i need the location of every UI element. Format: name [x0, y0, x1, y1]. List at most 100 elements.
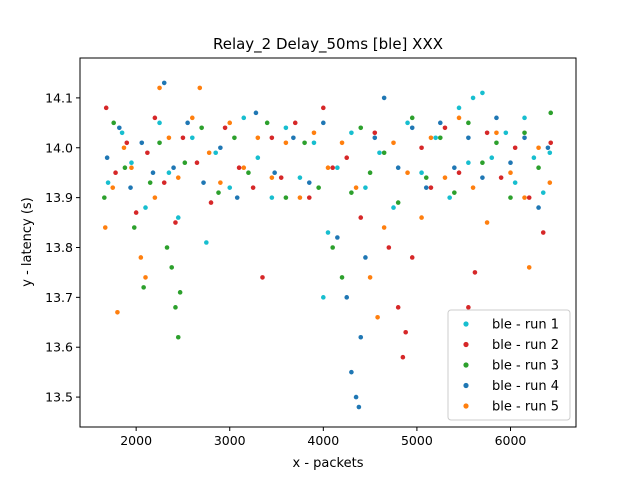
x-tick-label: 5000	[401, 433, 433, 448]
data-point	[216, 190, 221, 195]
data-point	[297, 195, 303, 200]
data-point	[291, 135, 296, 141]
series-run-1	[105, 90, 553, 300]
data-point	[358, 125, 364, 131]
data-point	[339, 275, 345, 280]
data-point	[466, 305, 471, 310]
data-point	[545, 145, 551, 151]
data-point	[260, 275, 265, 280]
data-point	[405, 120, 410, 126]
data-point	[442, 175, 448, 180]
data-point	[363, 185, 368, 190]
data-point	[185, 120, 190, 126]
data-point	[522, 195, 527, 200]
data-point	[325, 165, 331, 170]
series-run-5	[102, 85, 553, 320]
x-tick-label: 6000	[495, 433, 527, 448]
legend-marker-run-1	[463, 321, 469, 327]
data-point	[150, 170, 156, 175]
data-point	[222, 125, 228, 131]
data-point	[423, 175, 429, 180]
y-tick-label: 13.8	[45, 240, 73, 255]
data-point	[292, 120, 298, 126]
x-axis-label: x - packets	[293, 456, 364, 471]
data-point	[447, 195, 452, 200]
data-point	[522, 115, 527, 121]
data-point	[199, 125, 204, 131]
data-point	[372, 130, 378, 136]
data-point	[145, 150, 150, 156]
data-point	[363, 255, 368, 260]
legend-label-run-1: ble - run 1	[492, 318, 559, 333]
data-point	[325, 230, 331, 235]
data-point	[508, 170, 513, 175]
data-point	[164, 245, 170, 250]
data-point	[489, 155, 495, 161]
data-point	[349, 369, 354, 375]
data-point	[536, 205, 541, 210]
data-point	[105, 180, 111, 185]
data-point	[484, 220, 490, 225]
data-point	[367, 275, 373, 280]
data-point	[283, 140, 289, 146]
data-point	[122, 165, 128, 170]
data-point	[321, 105, 326, 111]
data-point	[335, 165, 340, 170]
legend-marker-run-2	[463, 341, 469, 348]
data-point	[358, 215, 364, 220]
data-point	[241, 115, 247, 121]
data-point	[253, 110, 259, 116]
x-tick-label: 2000	[120, 433, 152, 448]
data-point	[409, 255, 415, 260]
data-point	[173, 305, 178, 310]
data-point	[494, 130, 499, 136]
data-point	[311, 130, 317, 136]
data-point	[177, 290, 183, 295]
data-point	[190, 135, 195, 141]
data-point	[367, 170, 373, 175]
data-point	[173, 220, 178, 225]
data-point	[115, 310, 120, 315]
data-point	[143, 275, 148, 280]
data-point	[278, 175, 284, 180]
data-point	[190, 115, 195, 121]
data-point	[175, 215, 181, 220]
data-point	[157, 85, 162, 91]
data-point	[400, 354, 406, 360]
data-point	[269, 135, 275, 141]
data-point	[161, 180, 167, 185]
data-point	[480, 160, 485, 166]
data-point	[180, 135, 186, 141]
data-point	[339, 140, 345, 146]
data-point	[377, 150, 382, 156]
data-point	[157, 120, 162, 126]
legend-marker-run-3	[463, 362, 469, 368]
data-point	[395, 305, 401, 310]
series-run-4	[104, 80, 551, 410]
data-point	[531, 155, 537, 161]
x-axis-ticks: 2000 3000 4000 5000 6000	[120, 427, 526, 448]
data-point	[372, 135, 378, 141]
data-point	[246, 170, 251, 175]
legend-label-run-2: ble - run 2	[492, 338, 559, 353]
data-point	[269, 195, 275, 200]
data-point	[232, 135, 237, 141]
data-point	[547, 150, 553, 156]
data-point	[405, 170, 410, 175]
data-point	[548, 110, 554, 116]
data-point	[330, 245, 335, 250]
data-point	[152, 115, 158, 121]
data-point	[508, 160, 513, 166]
y-tick-label: 13.9	[45, 190, 73, 205]
data-point	[428, 185, 434, 190]
data-point	[157, 140, 162, 146]
legend-label-run-5: ble - run 5	[492, 400, 559, 415]
data-point	[353, 394, 359, 400]
data-point	[131, 225, 137, 230]
data-point	[283, 125, 289, 131]
data-point	[381, 150, 387, 156]
data-point	[102, 225, 108, 230]
data-point	[536, 165, 541, 170]
data-point	[503, 130, 509, 136]
